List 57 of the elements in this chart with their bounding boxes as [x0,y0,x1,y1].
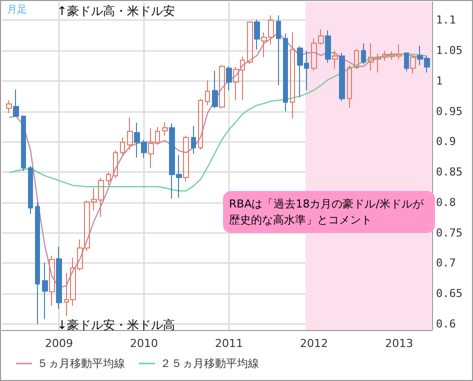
candlestick [13,88,19,117]
legend-label: ５ヵ月移動平均線 [37,357,125,370]
candlestick [120,136,125,156]
candlestick [226,66,232,91]
candlestick [219,64,225,109]
y-tick-label: 0.95 [436,104,462,118]
y-tick-label: 0.65 [436,287,462,300]
y-tick-label: 0.75 [436,226,462,240]
candlestick [28,166,33,214]
y-tick-label: 0.6 [436,317,456,330]
candlestick [162,122,168,136]
candlestick [49,255,55,306]
candlestick [247,20,253,64]
line-series [8,32,428,289]
annotation: ↑豪ドル高・米ドル安 [57,4,176,18]
candlestick [127,116,133,150]
y-tick-label: 0.7 [436,256,456,270]
candlestick [361,42,366,64]
candlestick [254,19,260,50]
candlestick [35,202,40,324]
candlestick [283,33,288,112]
candlestick [205,80,210,106]
candlestick [6,100,12,114]
y-tick-label: 1.05 [436,44,462,58]
candlestick [183,135,189,182]
y-tick-label: 0.9 [436,135,456,148]
candlestick [191,125,196,154]
candlestick [198,98,203,150]
y-tick-label: 1 [436,74,443,88]
y-tick-label: 0.8 [436,196,456,209]
x-tick-label: 2009 [45,337,74,350]
candlestick [212,70,218,109]
y-tick-label: 1.1 [436,14,456,27]
candlestick [410,54,416,74]
x-tick-label: 2010 [130,337,158,350]
candlestick [354,48,359,70]
candlestick [106,172,111,186]
candlestick [42,262,48,320]
candlestick [339,52,345,102]
candlestick [347,64,352,108]
candlestick [56,246,62,310]
line-series [8,54,428,192]
x-tick-label: 2011 [214,337,243,350]
candlestick [404,52,409,72]
x-tick-label: 2012 [300,337,328,350]
candlestick [113,150,118,179]
candlestick [21,115,26,172]
candlestick [332,50,338,70]
annotation: ↓豪ドル安・米ドル高 [57,318,176,332]
candlestick [276,14,281,86]
band-label: RBAは「過去18カ月の豪ドル/米ドルが歴史的な高水準」とコメント [229,198,424,226]
y-tick-label: 0.85 [436,166,462,179]
x-tick-label: 2013 [385,337,414,350]
candlestick [290,32,295,120]
annotation: 月足 [7,4,27,16]
legend-label: ２５ヵ月移動平均線 [160,357,259,370]
candlestick [325,30,331,64]
